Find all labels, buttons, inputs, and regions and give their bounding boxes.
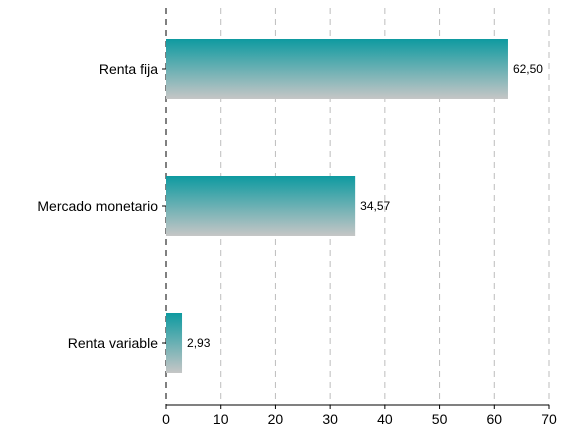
bar-renta-variable xyxy=(166,313,183,373)
data-label: 62,50 xyxy=(513,62,543,76)
x-axis: 0 10 20 30 40 50 60 70 xyxy=(162,68,557,427)
data-label: 2,93 xyxy=(187,336,211,350)
bars xyxy=(166,39,508,373)
x-tick-label: 20 xyxy=(268,411,284,427)
x-tick-label: 0 xyxy=(162,411,170,427)
labels: 62,50 Renta fija 34,57 Mercado monetario 2,9… xyxy=(37,61,543,351)
category-label: Renta fija xyxy=(99,61,158,77)
bar-mercado-monetario xyxy=(166,176,356,236)
x-tick-label: 50 xyxy=(432,411,448,427)
x-tick-label: 30 xyxy=(322,411,338,427)
x-tick-label: 60 xyxy=(486,411,502,427)
x-tick-label: 40 xyxy=(377,411,393,427)
x-tick-label: 70 xyxy=(541,411,557,427)
x-tick-label: 10 xyxy=(213,411,229,427)
bar-renta-fija xyxy=(166,39,508,99)
data-label: 34,57 xyxy=(360,199,390,213)
category-label: Renta variable xyxy=(68,335,158,351)
category-label: Mercado monetario xyxy=(37,198,158,214)
